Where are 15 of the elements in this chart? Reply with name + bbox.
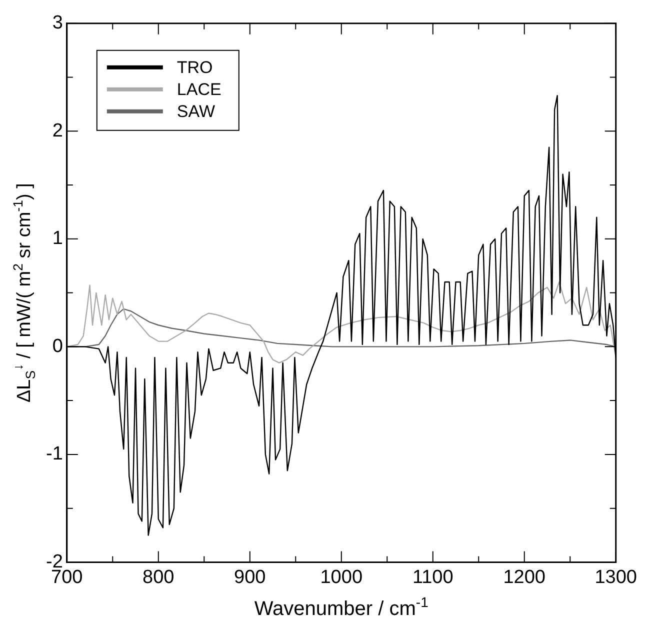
y-axis-title: ΔLS↓ / [ mW/( m2 sr cm-1) ] [10,183,38,403]
y-tick-label: -1 [46,444,63,465]
y-tick-label: 2 [52,120,63,142]
x-tick-label: 1000 [320,566,363,588]
x-tick-label: 1100 [412,566,454,588]
legend-label: TRO [176,58,213,78]
legend-label: LACE [176,80,222,100]
x-tick-label: 800 [142,566,174,588]
legend-label: SAW [176,102,215,122]
y-tick-label: 3 [52,12,63,34]
y-tick-label: 1 [52,228,63,250]
y-tick-label: 0 [52,336,63,357]
x-tick-label: 1300 [594,566,638,588]
x-tick-label: 1200 [503,566,546,588]
x-tick-label: 900 [234,566,266,588]
